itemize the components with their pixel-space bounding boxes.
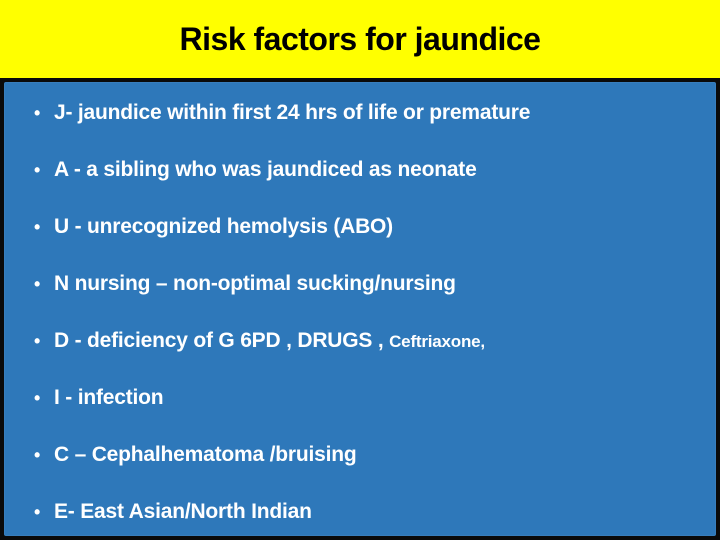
bullet-text: A - a sibling who was jaundiced as neona… [54, 157, 477, 182]
list-item: • J- jaundice within first 24 hrs of lif… [34, 100, 692, 125]
list-item: • N nursing – non-optimal sucking/nursin… [34, 271, 692, 296]
bullet-text: U - unrecognized hemolysis (ABO) [54, 214, 393, 239]
bullet-main: J- jaundice within first 24 hrs of life … [54, 101, 530, 124]
bullet-main: E- East Asian/North Indian [54, 500, 312, 523]
bullet-text: I - infection [54, 385, 163, 410]
bullet-icon: • [34, 502, 54, 524]
bullet-icon: • [34, 217, 54, 239]
bullet-icon: • [34, 160, 54, 182]
title-bar: Risk factors for jaundice [0, 0, 720, 78]
list-item: • A - a sibling who was jaundiced as neo… [34, 157, 692, 182]
list-item: • I - infection [34, 385, 692, 410]
bullet-icon: • [34, 331, 54, 353]
bullet-main: I - infection [54, 386, 163, 409]
bullet-icon: • [34, 274, 54, 296]
bullet-main: N nursing – non-optimal sucking/nursing [54, 272, 456, 295]
bullet-text: D - deficiency of G 6PD , DRUGS , Ceftri… [54, 328, 485, 353]
bullet-icon: • [34, 103, 54, 125]
bullet-text: J- jaundice within first 24 hrs of life … [54, 100, 530, 125]
bullet-main: U - unrecognized hemolysis (ABO) [54, 215, 393, 238]
bullet-text: C – Cephalhematoma /bruising [54, 442, 356, 467]
content-panel: • J- jaundice within first 24 hrs of lif… [4, 82, 716, 536]
list-item: • D - deficiency of G 6PD , DRUGS , Ceft… [34, 328, 692, 353]
bullet-icon: • [34, 388, 54, 410]
list-item: • U - unrecognized hemolysis (ABO) [34, 214, 692, 239]
bullet-text: E- East Asian/North Indian [54, 499, 312, 524]
list-item: • C – Cephalhematoma /bruising [34, 442, 692, 467]
bullet-small: Ceftriaxone, [389, 332, 485, 351]
list-item: • E- East Asian/North Indian [34, 499, 692, 524]
bullet-main: A - a sibling who was jaundiced as neona… [54, 158, 477, 181]
bullet-text: N nursing – non-optimal sucking/nursing [54, 271, 456, 296]
bullet-icon: • [34, 445, 54, 467]
bullet-main: D - deficiency of G 6PD , DRUGS , [54, 329, 389, 352]
bullet-main: C – Cephalhematoma /bruising [54, 443, 356, 466]
slide-container: Risk factors for jaundice • J- jaundice … [0, 0, 720, 540]
slide-title: Risk factors for jaundice [180, 21, 541, 58]
